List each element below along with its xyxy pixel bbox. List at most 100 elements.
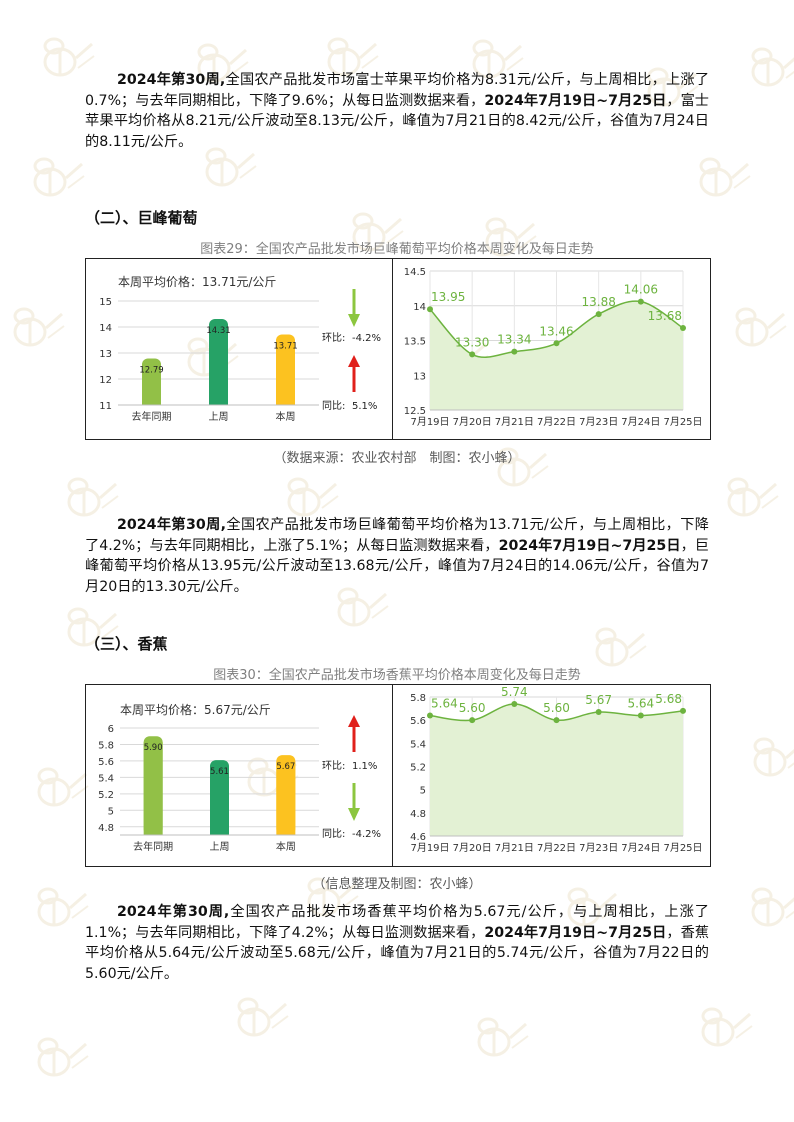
data-label: 13.95 bbox=[431, 290, 465, 304]
badge-label: 环比: bbox=[322, 760, 345, 772]
y-tick-label: 15 bbox=[99, 297, 112, 308]
y-tick-label: 14 bbox=[413, 302, 426, 313]
bar-body bbox=[276, 340, 295, 405]
area-fill bbox=[430, 301, 683, 410]
y-tick-label: 5.8 bbox=[98, 740, 114, 751]
x-tick-label: 7月21日 bbox=[495, 842, 534, 854]
bee-watermark-icon bbox=[280, 470, 340, 530]
bee-watermark-icon bbox=[36, 30, 96, 90]
badge-label: 同比: bbox=[322, 828, 345, 840]
bee-watermark-icon bbox=[588, 620, 648, 680]
bee-watermark-icon bbox=[470, 1010, 530, 1070]
banana-source-note: （信息整理及制图：农小蜂） bbox=[312, 877, 482, 892]
bee-watermark-icon bbox=[694, 1000, 754, 1060]
x-tick-label: 7月25日 bbox=[663, 842, 702, 854]
data-label: 5.64 bbox=[431, 697, 458, 711]
y-tick-label: 11 bbox=[99, 401, 112, 412]
badge-label: 环比: bbox=[322, 332, 345, 344]
data-label: 5.68 bbox=[655, 692, 682, 706]
y-tick-label: 5.4 bbox=[410, 739, 426, 750]
bee-watermark-icon bbox=[728, 300, 788, 360]
bee-watermark-icon bbox=[26, 150, 86, 210]
data-label: 13.30 bbox=[455, 335, 489, 349]
badge-value: 1.1% bbox=[352, 761, 377, 772]
bee-watermark-icon bbox=[720, 470, 780, 530]
arrow-shaft bbox=[352, 783, 356, 809]
apple-paragraph: 2024年第30周,全国农产品批发市场富士苹果平均价格为8.31元/公斤，与上周… bbox=[85, 72, 710, 150]
y-tick-label: 13 bbox=[413, 371, 426, 382]
arrow-head bbox=[348, 355, 360, 367]
area-fill bbox=[430, 703, 683, 836]
y-tick-label: 4.8 bbox=[98, 823, 114, 834]
bar-body bbox=[142, 364, 161, 405]
bee-watermark-icon bbox=[560, 880, 620, 940]
badge-value: -4.2% bbox=[352, 829, 381, 840]
arrow-shaft bbox=[352, 366, 356, 392]
bee-watermark-icon bbox=[744, 880, 794, 940]
banana-line-chart: 4.6 4.8 5 5.2 5.4 5.6 5.8 5.64 7月19日 5.60 7月20日 5.7… bbox=[410, 685, 702, 854]
bar-chart-title: 本周平均价格：5.67元/公斤 bbox=[120, 702, 271, 717]
y-tick-label: 12 bbox=[99, 375, 112, 386]
x-tick-label: 7月19日 bbox=[410, 416, 449, 428]
y-tick-label: 5.6 bbox=[98, 757, 114, 768]
data-point bbox=[680, 324, 686, 331]
y-tick-label: 5 bbox=[420, 786, 426, 797]
arrow-down-icon bbox=[348, 783, 360, 821]
grape-figure-caption: 图表29：全国农产品批发市场巨峰葡萄平均价格本周变化及每日走势 bbox=[200, 242, 594, 257]
grape-bar-chart: 本周平均价格：13.71元/公斤 11 12 13 14 15 12.79 去年同期 14.31… bbox=[99, 274, 381, 423]
bar-body bbox=[276, 761, 296, 835]
bar-value-label: 5.61 bbox=[210, 767, 229, 777]
data-point bbox=[637, 712, 644, 719]
bee-watermark-icon bbox=[345, 205, 405, 265]
bar-value-label: 13.71 bbox=[273, 342, 297, 352]
data-label: 5.64 bbox=[627, 697, 654, 711]
x-tick-label: 7月22日 bbox=[537, 416, 576, 428]
data-label: 13.34 bbox=[497, 333, 531, 347]
badge-value: -4.2% bbox=[352, 333, 381, 344]
grape-heading: （二）、巨峰葡萄 bbox=[85, 209, 198, 227]
banana-chart-panel: 本周平均价格：5.67元/公斤 4.8 5 5.2 5.4 5.6 5.8 6 5.90 去年同期… bbox=[85, 684, 711, 867]
data-point bbox=[427, 306, 433, 313]
banana-heading: （三）、香蕉 bbox=[85, 635, 168, 653]
arrow-shaft bbox=[352, 289, 356, 315]
x-tick-label: 7月25日 bbox=[663, 416, 702, 428]
bee-watermark-icon bbox=[60, 470, 120, 530]
data-point bbox=[680, 707, 686, 714]
bee-watermark-icon bbox=[300, 870, 360, 930]
y-tick-label: 5.2 bbox=[98, 790, 114, 801]
banana-paragraph: 2024年第30周,全国农产品批发市场香蕉平均价格为5.67元/公斤，与上周相比… bbox=[85, 904, 709, 982]
data-point bbox=[637, 298, 644, 305]
y-tick-label: 13.5 bbox=[404, 337, 426, 348]
x-tick-label: 7月24日 bbox=[621, 416, 660, 428]
bee-watermark-icon bbox=[60, 600, 120, 660]
y-tick-label: 4.6 bbox=[410, 832, 426, 843]
arrow-up-icon bbox=[348, 355, 360, 392]
y-tick-label: 5.6 bbox=[410, 716, 426, 727]
data-point bbox=[595, 709, 602, 716]
data-point bbox=[553, 340, 560, 347]
grape-line-chart: 12.5 13 13.5 14 14.5 13.95 7月19日 13.30 7月20日 13.3… bbox=[404, 267, 703, 428]
data-point bbox=[511, 700, 518, 707]
x-tick-label: 7月20日 bbox=[453, 842, 492, 854]
arrow-head bbox=[348, 808, 360, 821]
data-label: 5.74 bbox=[501, 685, 528, 699]
x-tick-label: 7月23日 bbox=[579, 416, 618, 428]
x-tick-label: 7月22日 bbox=[537, 842, 576, 854]
bar-body bbox=[210, 766, 229, 835]
x-tick-label: 7月19日 bbox=[410, 842, 449, 854]
bar-value-label: 12.79 bbox=[139, 365, 163, 375]
bee-watermark-icon bbox=[320, 30, 380, 90]
x-tick-label: 上周 bbox=[210, 841, 230, 853]
data-label: 13.88 bbox=[581, 295, 615, 309]
bee-watermark-icon bbox=[190, 36, 250, 96]
bee-watermark-icon bbox=[640, 60, 700, 120]
arrow-down-icon bbox=[348, 289, 360, 327]
bee-watermark-icon bbox=[744, 40, 794, 100]
y-tick-label: 12.5 bbox=[404, 406, 426, 417]
grape-source-note: （数据来源：农业农村部 制图：农小蜂） bbox=[273, 451, 521, 466]
x-tick-label: 上周 bbox=[209, 411, 229, 423]
bee-watermark-icon bbox=[478, 210, 538, 270]
arrow-head bbox=[348, 715, 360, 727]
bee-watermark-icon bbox=[230, 990, 290, 1050]
x-tick-label: 7月20日 bbox=[453, 416, 492, 428]
